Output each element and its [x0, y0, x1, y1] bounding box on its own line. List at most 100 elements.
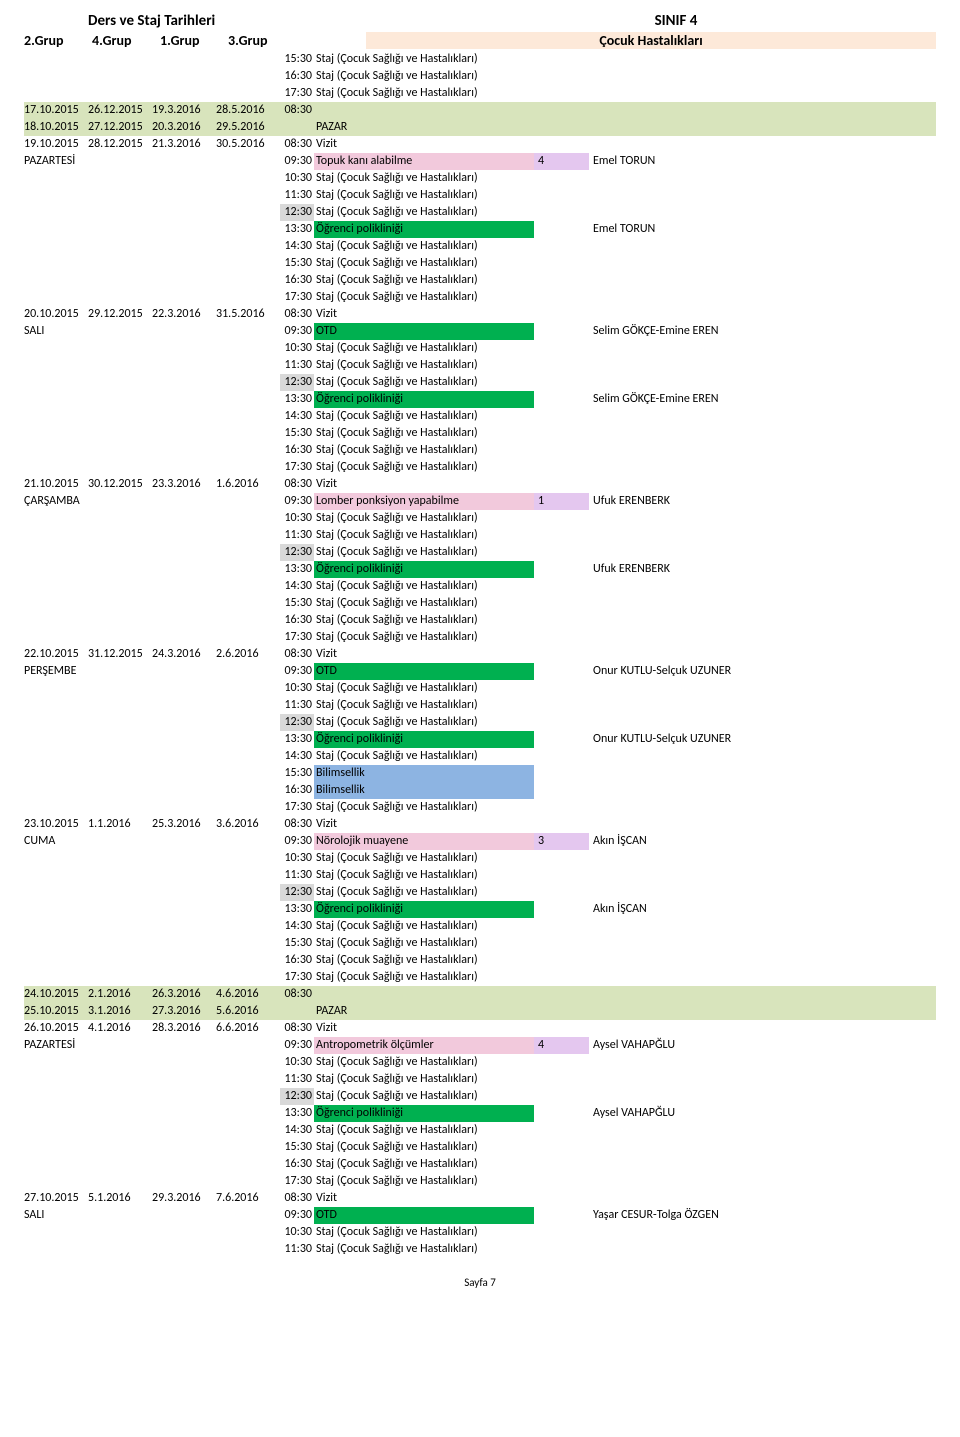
date-col-2 — [88, 1105, 152, 1122]
date-col-3: 22.3.2016 — [152, 306, 216, 323]
date-col-3: 21.3.2016 — [152, 136, 216, 153]
date-col-4: 30.5.2016 — [216, 136, 280, 153]
number-cell — [534, 85, 589, 102]
date-col-2 — [88, 714, 152, 731]
number-cell — [534, 561, 589, 578]
number-cell — [534, 850, 589, 867]
date-col-1: ÇARŞAMBA — [24, 493, 88, 510]
date-col-4 — [216, 425, 280, 442]
person-cell — [589, 799, 936, 816]
person-cell: Selim GÖKÇE-Emine EREN — [589, 323, 936, 340]
date-col-3 — [152, 680, 216, 697]
date-col-4 — [216, 731, 280, 748]
date-col-2 — [88, 867, 152, 884]
date-col-1 — [24, 680, 88, 697]
date-col-1 — [24, 357, 88, 374]
date-col-4 — [216, 561, 280, 578]
date-col-4 — [216, 969, 280, 986]
person-cell — [589, 612, 936, 629]
number-cell: 4 — [534, 1037, 589, 1054]
date-col-2 — [88, 1037, 152, 1054]
date-col-4: 3.6.2016 — [216, 816, 280, 833]
number-cell — [534, 748, 589, 765]
date-col-1 — [24, 1088, 88, 1105]
number-cell — [534, 1071, 589, 1088]
person-cell — [589, 765, 936, 782]
schedule-row: 15:30Staj (Çocuk Sağlığı ve Hastalıkları… — [24, 935, 936, 952]
schedule-row: 11:30Staj (Çocuk Sağlığı ve Hastalıkları… — [24, 187, 936, 204]
date-col-2 — [88, 527, 152, 544]
date-col-1 — [24, 204, 88, 221]
activity-cell: Staj (Çocuk Sağlığı ve Hastalıkları) — [314, 238, 534, 255]
date-col-4 — [216, 1071, 280, 1088]
date-col-2 — [88, 935, 152, 952]
person-cell: Ufuk ERENBERK — [589, 493, 936, 510]
date-col-4 — [216, 374, 280, 391]
number-cell: 4 — [534, 153, 589, 170]
date-col-1 — [24, 289, 88, 306]
person-cell — [589, 187, 936, 204]
date-col-1: PERŞEMBE — [24, 663, 88, 680]
date-col-4 — [216, 680, 280, 697]
date-col-3 — [152, 51, 216, 68]
person-cell: Aysel VAHAPĞLU — [589, 1105, 936, 1122]
date-col-2 — [88, 748, 152, 765]
time-cell: 15:30 — [280, 1139, 314, 1156]
date-col-1: 21.10.2015 — [24, 476, 88, 493]
date-col-2 — [88, 442, 152, 459]
date-col-3 — [152, 544, 216, 561]
number-cell — [534, 204, 589, 221]
time-cell: 09:30 — [280, 493, 314, 510]
time-cell: 15:30 — [280, 935, 314, 952]
date-col-3 — [152, 408, 216, 425]
activity-cell: Staj (Çocuk Sağlığı ve Hastalıkları) — [314, 748, 534, 765]
number-cell — [534, 323, 589, 340]
date-col-1 — [24, 561, 88, 578]
date-col-2 — [88, 680, 152, 697]
date-col-1 — [24, 901, 88, 918]
date-col-2 — [88, 850, 152, 867]
number-cell — [534, 1020, 589, 1037]
date-col-4 — [216, 255, 280, 272]
date-col-3 — [152, 357, 216, 374]
number-cell — [534, 425, 589, 442]
date-col-1 — [24, 442, 88, 459]
date-col-4: 31.5.2016 — [216, 306, 280, 323]
date-col-3 — [152, 340, 216, 357]
date-col-3 — [152, 1122, 216, 1139]
number-cell — [534, 510, 589, 527]
time-cell: 13:30 — [280, 221, 314, 238]
date-col-4 — [216, 595, 280, 612]
date-col-3 — [152, 799, 216, 816]
date-col-4 — [216, 1139, 280, 1156]
date-col-1 — [24, 748, 88, 765]
person-cell — [589, 204, 936, 221]
number-cell — [534, 340, 589, 357]
date-col-4 — [216, 714, 280, 731]
date-col-4 — [216, 272, 280, 289]
date-col-3: 20.3.2016 — [152, 119, 216, 136]
date-col-1 — [24, 629, 88, 646]
number-cell — [534, 51, 589, 68]
time-cell: 17:30 — [280, 799, 314, 816]
person-cell — [589, 374, 936, 391]
date-col-1 — [24, 612, 88, 629]
date-col-1: 18.10.2015 — [24, 119, 88, 136]
activity-cell: Staj (Çocuk Sağlığı ve Hastalıkları) — [314, 952, 534, 969]
person-cell — [589, 68, 936, 85]
number-cell — [534, 1105, 589, 1122]
time-cell: 13:30 — [280, 561, 314, 578]
time-cell: 13:30 — [280, 731, 314, 748]
activity-cell: Staj (Çocuk Sağlığı ve Hastalıkları) — [314, 442, 534, 459]
schedule-row: 26.10.20154.1.201628.3.20166.6.201608:30… — [24, 1020, 936, 1037]
number-cell — [534, 646, 589, 663]
date-col-2 — [88, 272, 152, 289]
number-cell — [534, 595, 589, 612]
date-col-2 — [88, 1156, 152, 1173]
schedule-row: PAZARTESİ09:30Topuk kanı alabilme4Emel T… — [24, 153, 936, 170]
schedule-row: CUMA09:30Nörolojik muayene3Akın İŞCAN — [24, 833, 936, 850]
date-col-2: 28.12.2015 — [88, 136, 152, 153]
date-col-4 — [216, 510, 280, 527]
number-cell — [534, 918, 589, 935]
date-col-2 — [88, 238, 152, 255]
